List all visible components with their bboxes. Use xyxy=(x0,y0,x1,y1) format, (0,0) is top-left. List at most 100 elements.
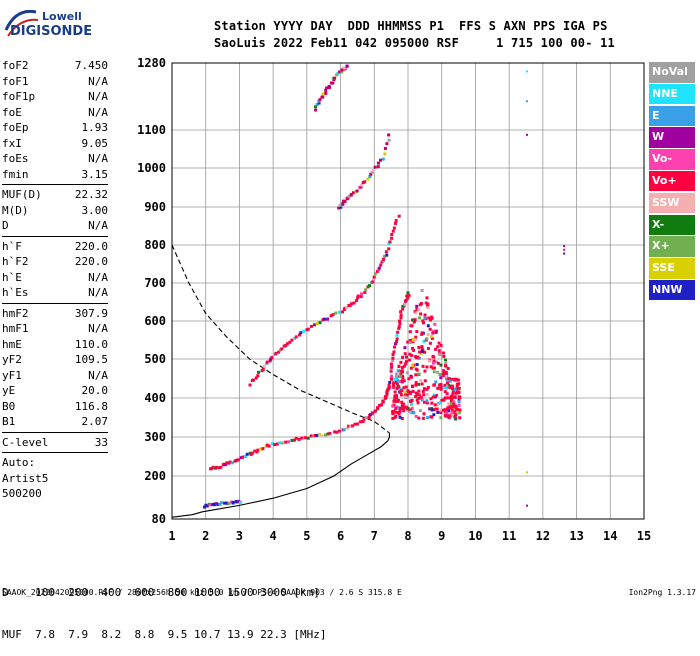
echo-point xyxy=(439,376,443,380)
echo-point xyxy=(411,318,415,322)
echo-point xyxy=(397,326,401,330)
param-row: fmin 3.15 xyxy=(2,167,108,183)
echo-point xyxy=(433,403,437,407)
divider xyxy=(2,184,108,185)
echo-point xyxy=(402,379,406,383)
echo-point xyxy=(419,312,423,316)
echo-point xyxy=(285,342,289,346)
echo-point xyxy=(290,438,294,442)
echo-point xyxy=(329,314,333,318)
param-value: 9.05 xyxy=(81,136,109,150)
echo-point xyxy=(337,310,341,314)
echo-point xyxy=(443,386,447,390)
echo-point xyxy=(387,133,391,137)
echo-point xyxy=(403,405,407,409)
echo-point xyxy=(434,393,438,397)
echo-point xyxy=(270,355,274,359)
param-value: N/A xyxy=(88,74,108,88)
echo-point xyxy=(250,451,254,455)
echo-point xyxy=(425,392,429,396)
echo-point xyxy=(396,330,400,334)
echo-point xyxy=(387,384,391,388)
echo-point xyxy=(456,378,460,382)
echo-point xyxy=(411,346,415,350)
echo-point xyxy=(367,416,371,420)
echo-point xyxy=(396,372,400,376)
echo-point xyxy=(293,438,297,442)
echo-point xyxy=(268,359,272,363)
echo-point xyxy=(425,365,429,369)
echo-point xyxy=(219,465,223,469)
echo-point xyxy=(434,330,438,334)
echo-point xyxy=(411,337,415,341)
echo-point xyxy=(439,343,443,347)
echo-point xyxy=(444,358,448,362)
echo-point xyxy=(414,355,418,359)
echo-point xyxy=(408,338,412,342)
echo-point xyxy=(381,399,385,403)
echo-point xyxy=(406,389,410,393)
echo-point xyxy=(455,384,459,388)
param-name: hmE xyxy=(2,337,22,351)
echo-point xyxy=(350,424,354,428)
echo-point xyxy=(407,377,411,381)
param-value: 3.15 xyxy=(81,167,109,181)
echo-point xyxy=(444,372,448,376)
echo-point xyxy=(526,70,528,73)
echo-point xyxy=(393,345,397,349)
echo-point xyxy=(420,349,424,353)
echo-point xyxy=(349,193,353,197)
echo-point xyxy=(563,245,566,247)
echo-point xyxy=(400,417,404,421)
echo-point xyxy=(403,302,407,306)
echo-point xyxy=(273,443,277,447)
param-row: foF1 N/A xyxy=(2,74,108,90)
echo-point xyxy=(315,103,319,107)
echo-point xyxy=(417,416,421,420)
echo-point xyxy=(393,377,397,381)
param-name: foEp xyxy=(2,121,29,134)
echo-point xyxy=(453,415,457,419)
echo-point xyxy=(423,350,427,354)
echo-point xyxy=(418,303,422,307)
parameter-panel: foF2 7.450 foF1 N/A foF1p N/A foE N/A foEp 1.93 fx… xyxy=(2,58,108,502)
echo-point xyxy=(450,410,454,414)
echo-point xyxy=(397,385,401,389)
echo-point xyxy=(391,416,395,420)
echo-point xyxy=(320,434,324,438)
echo-point xyxy=(404,385,408,389)
param-value: N/A xyxy=(88,368,108,382)
echo-point xyxy=(417,389,421,393)
echo-point xyxy=(432,359,436,363)
echo-point xyxy=(342,66,346,70)
param-row: h`F 220.0 xyxy=(2,239,108,255)
echo-point xyxy=(395,410,399,414)
echo-point xyxy=(376,406,380,410)
echo-point xyxy=(423,379,427,383)
echo-point xyxy=(368,175,372,179)
echo-point xyxy=(397,325,401,329)
echo-point xyxy=(437,341,441,345)
echo-point xyxy=(454,406,458,410)
echo-point xyxy=(415,363,419,367)
param-row: M(D) 3.00 xyxy=(2,203,108,219)
echo-point xyxy=(382,257,386,261)
echo-point xyxy=(398,390,402,394)
logo-text-bottom: DIGISONDE xyxy=(10,24,93,39)
echo-point xyxy=(426,332,430,336)
profile-dashed-line xyxy=(171,244,390,434)
echo-point xyxy=(434,360,438,364)
echo-point xyxy=(391,229,395,233)
echo-point xyxy=(377,266,381,270)
param-row: foEs N/A xyxy=(2,151,108,167)
echo-point xyxy=(366,285,370,289)
echo-point xyxy=(450,394,454,398)
echo-point xyxy=(411,340,415,344)
legend-item: Vo- xyxy=(649,149,695,170)
echo-point xyxy=(432,393,436,397)
echo-point xyxy=(398,374,402,378)
echo-point xyxy=(387,247,391,251)
echo-point xyxy=(448,405,452,409)
param-value: 33 xyxy=(94,435,108,449)
param-value: N/A xyxy=(88,152,108,165)
